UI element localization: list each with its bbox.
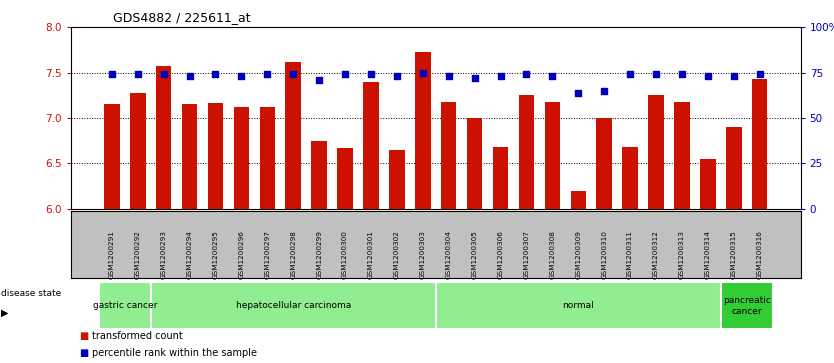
Bar [726,127,741,209]
Text: ■: ■ [79,331,88,341]
Point [701,73,715,79]
Point [261,72,274,77]
Bar [234,107,249,209]
Point [208,72,222,77]
Bar [721,282,772,329]
Bar [104,104,119,209]
Bar [259,107,275,209]
Bar [622,147,638,209]
Bar [752,79,767,209]
Text: normal: normal [562,301,594,310]
Text: ■: ■ [79,347,88,358]
Point [676,72,689,77]
Bar [285,62,301,209]
Bar [648,95,664,209]
Bar [545,102,560,209]
Point [650,72,663,77]
Bar [700,159,716,209]
Text: transformed count: transformed count [92,331,183,341]
Bar [363,82,379,209]
Point [597,88,610,94]
Point [545,73,559,79]
Point [416,70,430,76]
Point [105,72,118,77]
Bar [570,191,586,209]
Bar [493,147,509,209]
Bar [99,282,151,329]
Point [157,72,170,77]
Point [571,90,585,95]
Point [313,77,326,83]
Point [753,72,766,77]
Point [624,72,637,77]
Point [727,73,741,79]
Bar [435,282,721,329]
Point [520,72,533,77]
Bar [389,150,404,209]
Point [183,73,196,79]
Text: ▶: ▶ [1,308,8,318]
Bar [130,94,145,209]
Point [442,73,455,79]
Point [364,72,378,77]
Text: GDS4882 / 225611_at: GDS4882 / 225611_at [113,11,250,24]
Bar [519,95,535,209]
Point [494,73,507,79]
Bar [674,102,690,209]
Text: pancreatic
cancer: pancreatic cancer [723,296,771,315]
Text: percentile rank within the sample: percentile rank within the sample [92,347,257,358]
Bar [415,52,430,209]
Bar [337,148,353,209]
Text: hepatocellular carcinoma: hepatocellular carcinoma [236,301,351,310]
Text: gastric cancer: gastric cancer [93,301,157,310]
Point [468,75,481,81]
Bar [311,141,327,209]
Point [131,72,144,77]
Point [390,73,404,79]
Point [287,72,300,77]
Bar [596,118,612,209]
Bar [182,104,198,209]
Bar [151,282,435,329]
Bar [441,102,456,209]
Bar [467,118,482,209]
Bar [156,66,172,209]
Point [339,72,352,77]
Bar [208,102,224,209]
Point [234,73,248,79]
Text: disease state: disease state [1,289,61,298]
